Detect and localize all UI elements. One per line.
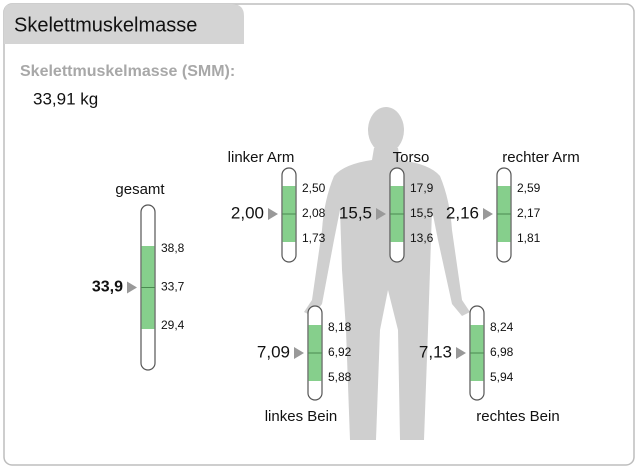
segment-label: rechtes Bein [476, 408, 559, 425]
segment-label: gesamt [115, 181, 165, 198]
segment-value: 33,9 [92, 279, 123, 296]
segment-label: linkes Bein [265, 408, 338, 425]
segment-value: 2,16 [446, 203, 479, 222]
lower-limit: 1,73 [302, 231, 326, 245]
summary-label: Skelettmuskelmasse (SMM): [20, 63, 235, 80]
lower-limit: 5,94 [490, 370, 514, 384]
lower-limit: 5,88 [328, 370, 352, 384]
segment-label: linker Arm [228, 149, 295, 166]
segment-value: 7,09 [257, 342, 290, 361]
header-title: Skelettmuskelmasse [14, 14, 197, 36]
segment-value: 15,5 [339, 203, 372, 222]
segment-label: rechter Arm [502, 149, 580, 166]
upper-limit: 2,50 [302, 181, 326, 195]
middle-value: 6,98 [490, 345, 514, 359]
upper-limit: 38,8 [161, 241, 185, 255]
middle-value: 2,17 [517, 206, 541, 220]
lower-limit: 13,6 [410, 231, 434, 245]
segment-value: 2,00 [231, 203, 264, 222]
upper-limit: 8,24 [490, 320, 514, 334]
summary-value: 33,91 kg [33, 89, 98, 108]
upper-limit: 2,59 [517, 181, 541, 195]
lower-limit: 29,4 [161, 318, 185, 332]
middle-value: 6,92 [328, 345, 352, 359]
segment-value: 7,13 [419, 342, 452, 361]
middle-value: 33,7 [161, 280, 185, 294]
segment-label: Torso [393, 149, 430, 166]
middle-value: 2,08 [302, 206, 326, 220]
upper-limit: 17,9 [410, 181, 434, 195]
page: Skelettmuskelmasse Skelettmuskelmasse (S… [0, 0, 639, 470]
upper-limit: 8,18 [328, 320, 352, 334]
lower-limit: 1,81 [517, 231, 541, 245]
middle-value: 15,5 [410, 206, 434, 220]
